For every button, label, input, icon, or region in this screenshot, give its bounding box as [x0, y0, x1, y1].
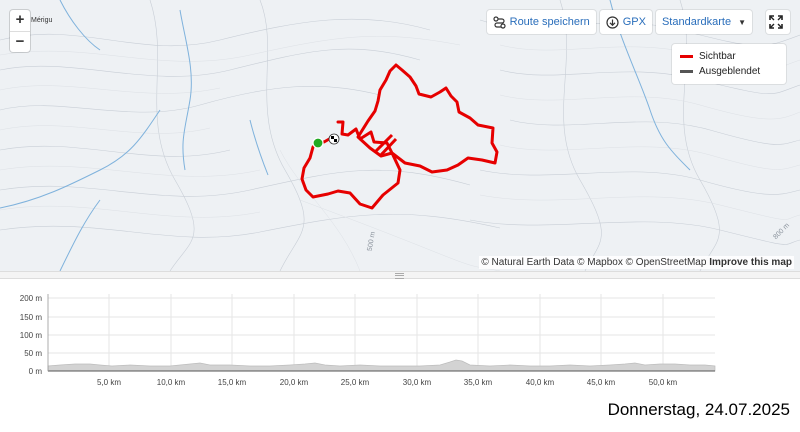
route-crossing: [378, 137, 398, 158]
x-tick-label: 25,0 km: [341, 378, 370, 387]
x-tick-label: 35,0 km: [464, 378, 493, 387]
finish-flag-icon[interactable]: [328, 133, 340, 145]
route-icon: [493, 15, 506, 29]
legend-item-visible[interactable]: Sichtbar: [680, 49, 778, 64]
legend-swatch: [680, 55, 693, 58]
grip-icon: [395, 273, 404, 279]
x-tick-label: 5,0 km: [97, 378, 121, 387]
y-tick-label: 200 m: [20, 294, 43, 303]
elevation-profile: 200 m 150 m 100 m 50 m 0 m 5,0 km 10,0 k…: [20, 294, 716, 387]
attribution-text: © Natural Earth Data © Mapbox © OpenStre…: [481, 257, 707, 268]
route-crossing: [373, 133, 394, 154]
x-tick-label: 30,0 km: [403, 378, 432, 387]
x-tick-label: 45,0 km: [587, 378, 616, 387]
fullscreen-icon: [769, 15, 783, 29]
route-line[interactable]: [300, 63, 499, 210]
save-route-button[interactable]: Route speichern: [486, 10, 596, 34]
map-attribution: © Natural Earth Data © Mapbox © OpenStre…: [479, 256, 794, 269]
x-tick-label: 10,0 km: [157, 378, 186, 387]
x-tick-label: 40,0 km: [526, 378, 555, 387]
legend-item-hidden[interactable]: Ausgeblendet: [680, 64, 778, 79]
y-tick-label: 100 m: [20, 331, 43, 340]
panel-resize-handle[interactable]: [0, 271, 800, 279]
date-caption: Donnerstag, 24.07.2025: [607, 400, 790, 419]
y-tick-label: 0 m: [29, 367, 43, 376]
legend-label: Ausgeblendet: [699, 66, 761, 77]
terrain-layer: [0, 0, 800, 271]
zoom-in-button[interactable]: +: [15, 11, 25, 28]
map-view[interactable]: + − Mérigu 500 m 800 m Route speichern G…: [0, 0, 800, 271]
start-marker[interactable]: [312, 137, 324, 149]
improve-map-link[interactable]: Improve this map: [709, 257, 792, 268]
map-toolbar: Route speichern GPX Standardkarte ▼: [486, 10, 790, 34]
gpx-download-button[interactable]: GPX: [599, 10, 652, 34]
caret-down-icon: ▼: [738, 17, 746, 27]
y-tick-label: 50 m: [24, 349, 42, 358]
x-tick-label: 20,0 km: [280, 378, 309, 387]
zoom-control: + −: [10, 10, 30, 52]
fullscreen-button[interactable]: [766, 10, 790, 34]
map-style-label: Standardkarte: [661, 16, 732, 28]
x-tick-label: 50,0 km: [649, 378, 678, 387]
y-tick-label: 150 m: [20, 313, 43, 322]
download-icon: [606, 15, 619, 29]
map-style-select[interactable]: Standardkarte ▼: [655, 10, 752, 34]
zoom-out-button[interactable]: −: [10, 31, 30, 53]
route-layer: [300, 63, 499, 210]
x-tick-label: 15,0 km: [218, 378, 247, 387]
save-route-label: Route speichern: [509, 16, 590, 28]
place-label: Mérigu: [31, 17, 53, 24]
legend-label: Sichtbar: [699, 51, 736, 62]
gpx-label: GPX: [622, 16, 646, 28]
legend-swatch: [680, 70, 693, 73]
route-legend: Sichtbar Ausgeblendet: [672, 44, 786, 84]
elevation-area[interactable]: [47, 359, 716, 372]
